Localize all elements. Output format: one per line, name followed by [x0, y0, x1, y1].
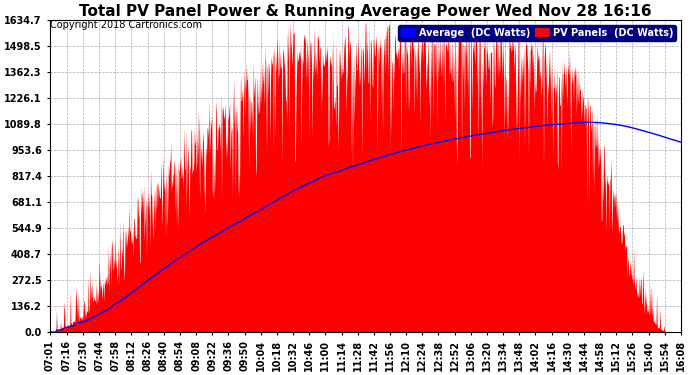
Text: Copyright 2018 Cartronics.com: Copyright 2018 Cartronics.com	[50, 20, 201, 30]
Title: Total PV Panel Power & Running Average Power Wed Nov 28 16:16: Total PV Panel Power & Running Average P…	[79, 4, 651, 19]
Legend: Average  (DC Watts), PV Panels  (DC Watts): Average (DC Watts), PV Panels (DC Watts)	[398, 25, 676, 41]
